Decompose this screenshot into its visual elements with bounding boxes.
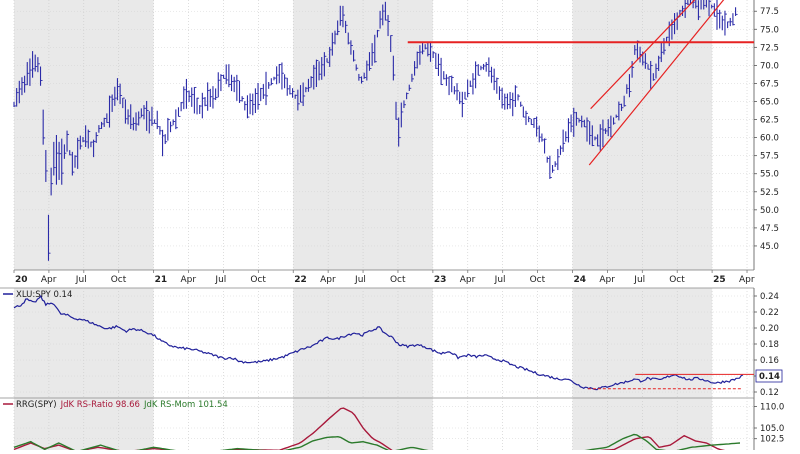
rs-last-value-box [755, 369, 783, 383]
time-axis-label: Jul [214, 275, 226, 285]
trend-channel-upper [590, 0, 696, 110]
rrg-legend-part: JdK RS-Ratio 98.66 [60, 400, 140, 410]
time-axis-label: Oct [669, 275, 685, 285]
time-axis-label: Apr [739, 275, 755, 285]
rs-tick-label: 0.22 [760, 308, 779, 318]
price-panel: 45.0 47.5 50.0 52.5 55.0 57.5 60.0 62.5 65.0 67.5… [0, 0, 800, 288]
rs-tick-label: 0.18 [760, 340, 779, 350]
price-tick-label: 70.0 [760, 61, 779, 71]
price-tick-label: 47.5 [760, 224, 779, 234]
price-tick-label: 52.5 [760, 188, 779, 198]
time-axis-label: 24 [573, 275, 586, 285]
time-axis-label: Jul [354, 275, 366, 285]
time-axis-label: Jul [494, 275, 506, 285]
price-tick-label: 62.5 [760, 116, 779, 126]
time-axis-label: 25 [713, 275, 726, 285]
price-tick-label: 75.0 [760, 25, 779, 35]
price-tick-label: 57.5 [760, 152, 779, 162]
rs-last-value-label: 0.14 [759, 372, 780, 382]
rrg-tick-label: 110.0 [760, 403, 784, 413]
rrg-year-shade [572, 398, 713, 450]
time-axis-label: Jul [633, 275, 645, 285]
time-axis-label: Apr [599, 275, 615, 285]
price-tick-label: 72.5 [760, 43, 779, 53]
price-tick-label: 67.5 [760, 79, 779, 89]
time-axis-label: 22 [294, 275, 307, 285]
trend-channel-lower [588, 0, 725, 166]
time-axis-label: Oct [530, 275, 546, 285]
time-axis-label: Oct [250, 275, 266, 285]
time-axis-label: Apr [320, 275, 336, 285]
time-axis-label: 23 [434, 275, 447, 285]
time-axis-label: Jul [75, 275, 87, 285]
rrg-legend: RRG(SPY) JdK RS-Ratio 98.66 JdK RS-Mom 101… [16, 400, 228, 410]
time-axis-label: Apr [460, 275, 476, 285]
rrg-tick-label: 102.5 [760, 435, 784, 445]
time-axis-label: 21 [155, 275, 168, 285]
relative-strength-panel: 0.12 0.14 0.16 0.18 0.20 0.22 0.24 XLU:SPY 0.14… [0, 287, 800, 398]
rrg-tick-label: 105.0 [760, 424, 784, 434]
time-axis-label: Oct [111, 275, 127, 285]
price-tick-label: 77.5 [760, 7, 779, 17]
time-axis-label: 20 [15, 275, 28, 285]
rs-tick-label: 0.16 [760, 356, 779, 366]
time-axis-strip [0, 270, 800, 288]
price-tick-label: 50.0 [760, 206, 779, 216]
rs-tick-label: 0.24 [760, 292, 779, 302]
price-tick-label: 55.0 [760, 170, 779, 180]
rs-series-line [13, 294, 744, 391]
price-tick-label: 45.0 [760, 242, 779, 252]
rs-tick-label: 0.20 [760, 324, 779, 334]
time-axis-label: Apr [181, 275, 197, 285]
rs-legend-label: XLU:SPY 0.14 [16, 290, 72, 300]
time-axis-label: Apr [41, 275, 57, 285]
price-tick-label: 60.0 [760, 134, 779, 144]
rrg-legend-part: JdK RS-Mom 101.54 [143, 400, 228, 410]
rrg-legend-part: RRG(SPY) [16, 400, 57, 410]
rs-tick-label: 0.12 [760, 388, 779, 398]
price-tick-label: 65.0 [760, 98, 779, 108]
time-axis-label: Oct [390, 275, 406, 285]
